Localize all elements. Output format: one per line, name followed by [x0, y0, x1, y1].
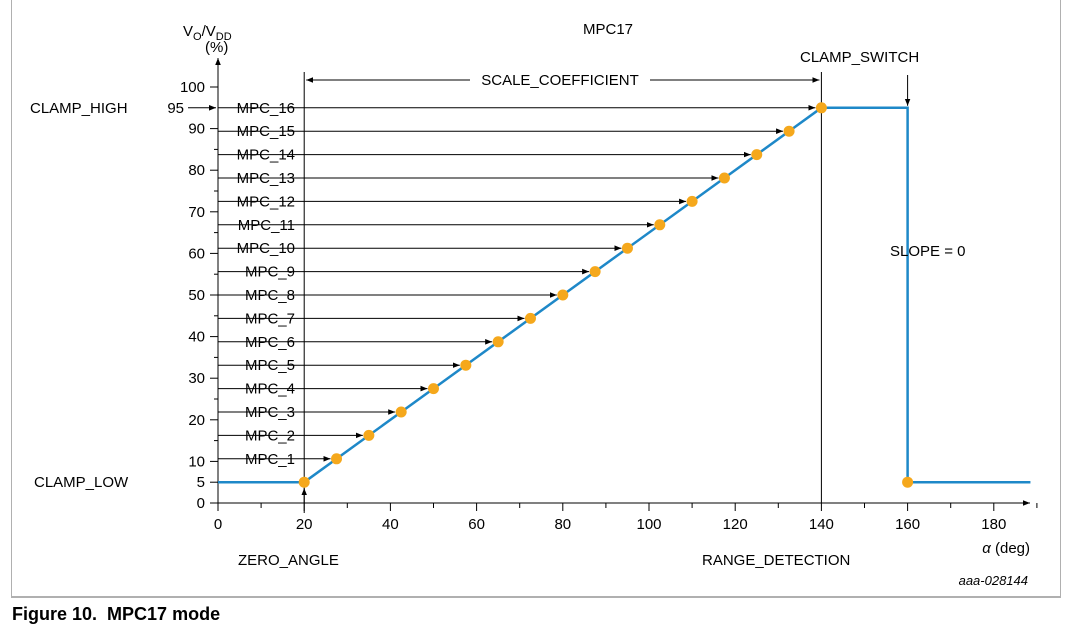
clamp-point	[298, 476, 310, 488]
mpc-label: MPC_13	[237, 170, 295, 187]
y-tick-label: 20	[188, 412, 205, 429]
y-tick-label: 40	[188, 329, 205, 346]
caption-title: MPC17 mode	[107, 604, 221, 624]
x-tick-label: 100	[636, 516, 661, 533]
clamp-low-label: CLAMP_LOW	[34, 474, 129, 491]
caption-rule	[11, 597, 1061, 598]
mpc-point	[686, 195, 698, 207]
mpc-point	[589, 266, 601, 278]
mpc-point	[751, 149, 763, 161]
mpc-label: MPC_2	[245, 427, 295, 444]
figure-caption: Figure 10. MPC17 mode	[12, 604, 220, 625]
mpc-point	[815, 102, 827, 114]
mpc-label: MPC_10	[237, 240, 295, 257]
mpc-label: MPC_8	[245, 287, 295, 304]
y-tick-label: 30	[188, 370, 205, 387]
series-line	[218, 106, 1031, 484]
zero-angle-label: ZERO_ANGLE	[238, 552, 339, 569]
figure-frame	[11, 0, 1061, 597]
mpc-label: MPC_3	[245, 404, 295, 421]
mpc-point	[460, 359, 472, 371]
x-tick-label: 80	[554, 516, 571, 533]
mpc-label: MPC_14	[237, 147, 295, 164]
y-axis-label: VO/VDD	[183, 23, 232, 43]
mpc-point	[621, 242, 633, 254]
x-tick-label: 20	[296, 516, 313, 533]
points	[298, 102, 914, 488]
y-tick-label: 95	[167, 100, 184, 117]
x-tick-label: 180	[981, 516, 1006, 533]
x-tick-label: 140	[809, 516, 834, 533]
mpc-label: MPC_7	[245, 310, 295, 327]
mpc-label: MPC_9	[245, 264, 295, 281]
mpc-label: MPC_16	[237, 100, 295, 117]
y-tick-label: 70	[188, 204, 205, 221]
y-tick-label: 90	[188, 121, 205, 138]
mpc-point	[363, 429, 375, 441]
clamp-switch-label: CLAMP_SWITCH	[800, 49, 919, 66]
mpc-point	[395, 406, 407, 418]
mpc-label: MPC_11	[238, 217, 295, 234]
y-tick-label: 10	[188, 453, 205, 470]
y-tick-label: 60	[188, 245, 205, 262]
mpc-label: MPC_4	[245, 381, 295, 398]
caption-prefix: Figure 10.	[12, 604, 98, 624]
mpc-point	[492, 336, 504, 348]
y-tick-label: 5	[197, 474, 205, 491]
slope-label: SLOPE = 0	[890, 243, 965, 260]
y-tick-label: 100	[180, 79, 205, 96]
labels: 0 20 40 60 80 100 120 140 160 180 0 5 10 20 30 40 50 60 70…	[30, 21, 1030, 588]
y-tick-label: 80	[188, 162, 205, 179]
mpc-label: MPC_15	[237, 123, 295, 140]
series	[218, 106, 1031, 484]
mpc-point	[783, 125, 795, 137]
mpc-label: MPC_12	[237, 193, 295, 210]
axes	[188, 58, 1038, 513]
x-tick-label: 40	[382, 516, 399, 533]
range-detection-label: RANGE_DETECTION	[702, 552, 850, 569]
y-axis-unit: (%)	[205, 39, 228, 56]
scale-coefficient-label: SCALE_COEFFICIENT	[481, 72, 639, 89]
mpc-point	[331, 453, 343, 465]
mpc-point	[718, 172, 730, 184]
mpc-point	[524, 312, 536, 324]
chart: 0 20 40 60 80 100 120 140 160 180 0 5 10 20 30 40 50 60 70…	[30, 21, 1038, 588]
mpc-point	[557, 289, 569, 301]
mpc-label: MPC_5	[245, 357, 295, 374]
chart-title: MPC17	[583, 21, 633, 38]
y-tick-label: 0	[197, 495, 205, 512]
clamp-high-label: CLAMP_HIGH	[30, 100, 128, 117]
x-tick-label: 160	[895, 516, 920, 533]
x-axis-label: α (deg)	[982, 540, 1030, 557]
mpc-label: MPC_1	[245, 451, 295, 468]
y-tick-label: 50	[188, 287, 205, 304]
mpc-point	[654, 219, 666, 231]
x-tick-label: 120	[723, 516, 748, 533]
figure-id: aaa-028144	[959, 573, 1028, 588]
x-tick-label: 0	[214, 516, 222, 533]
clamp-point	[902, 476, 914, 488]
mpc-arrows	[218, 105, 816, 462]
x-tick-label: 60	[468, 516, 485, 533]
mpc-point	[428, 383, 439, 395]
mpc-label: MPC_6	[245, 334, 295, 351]
